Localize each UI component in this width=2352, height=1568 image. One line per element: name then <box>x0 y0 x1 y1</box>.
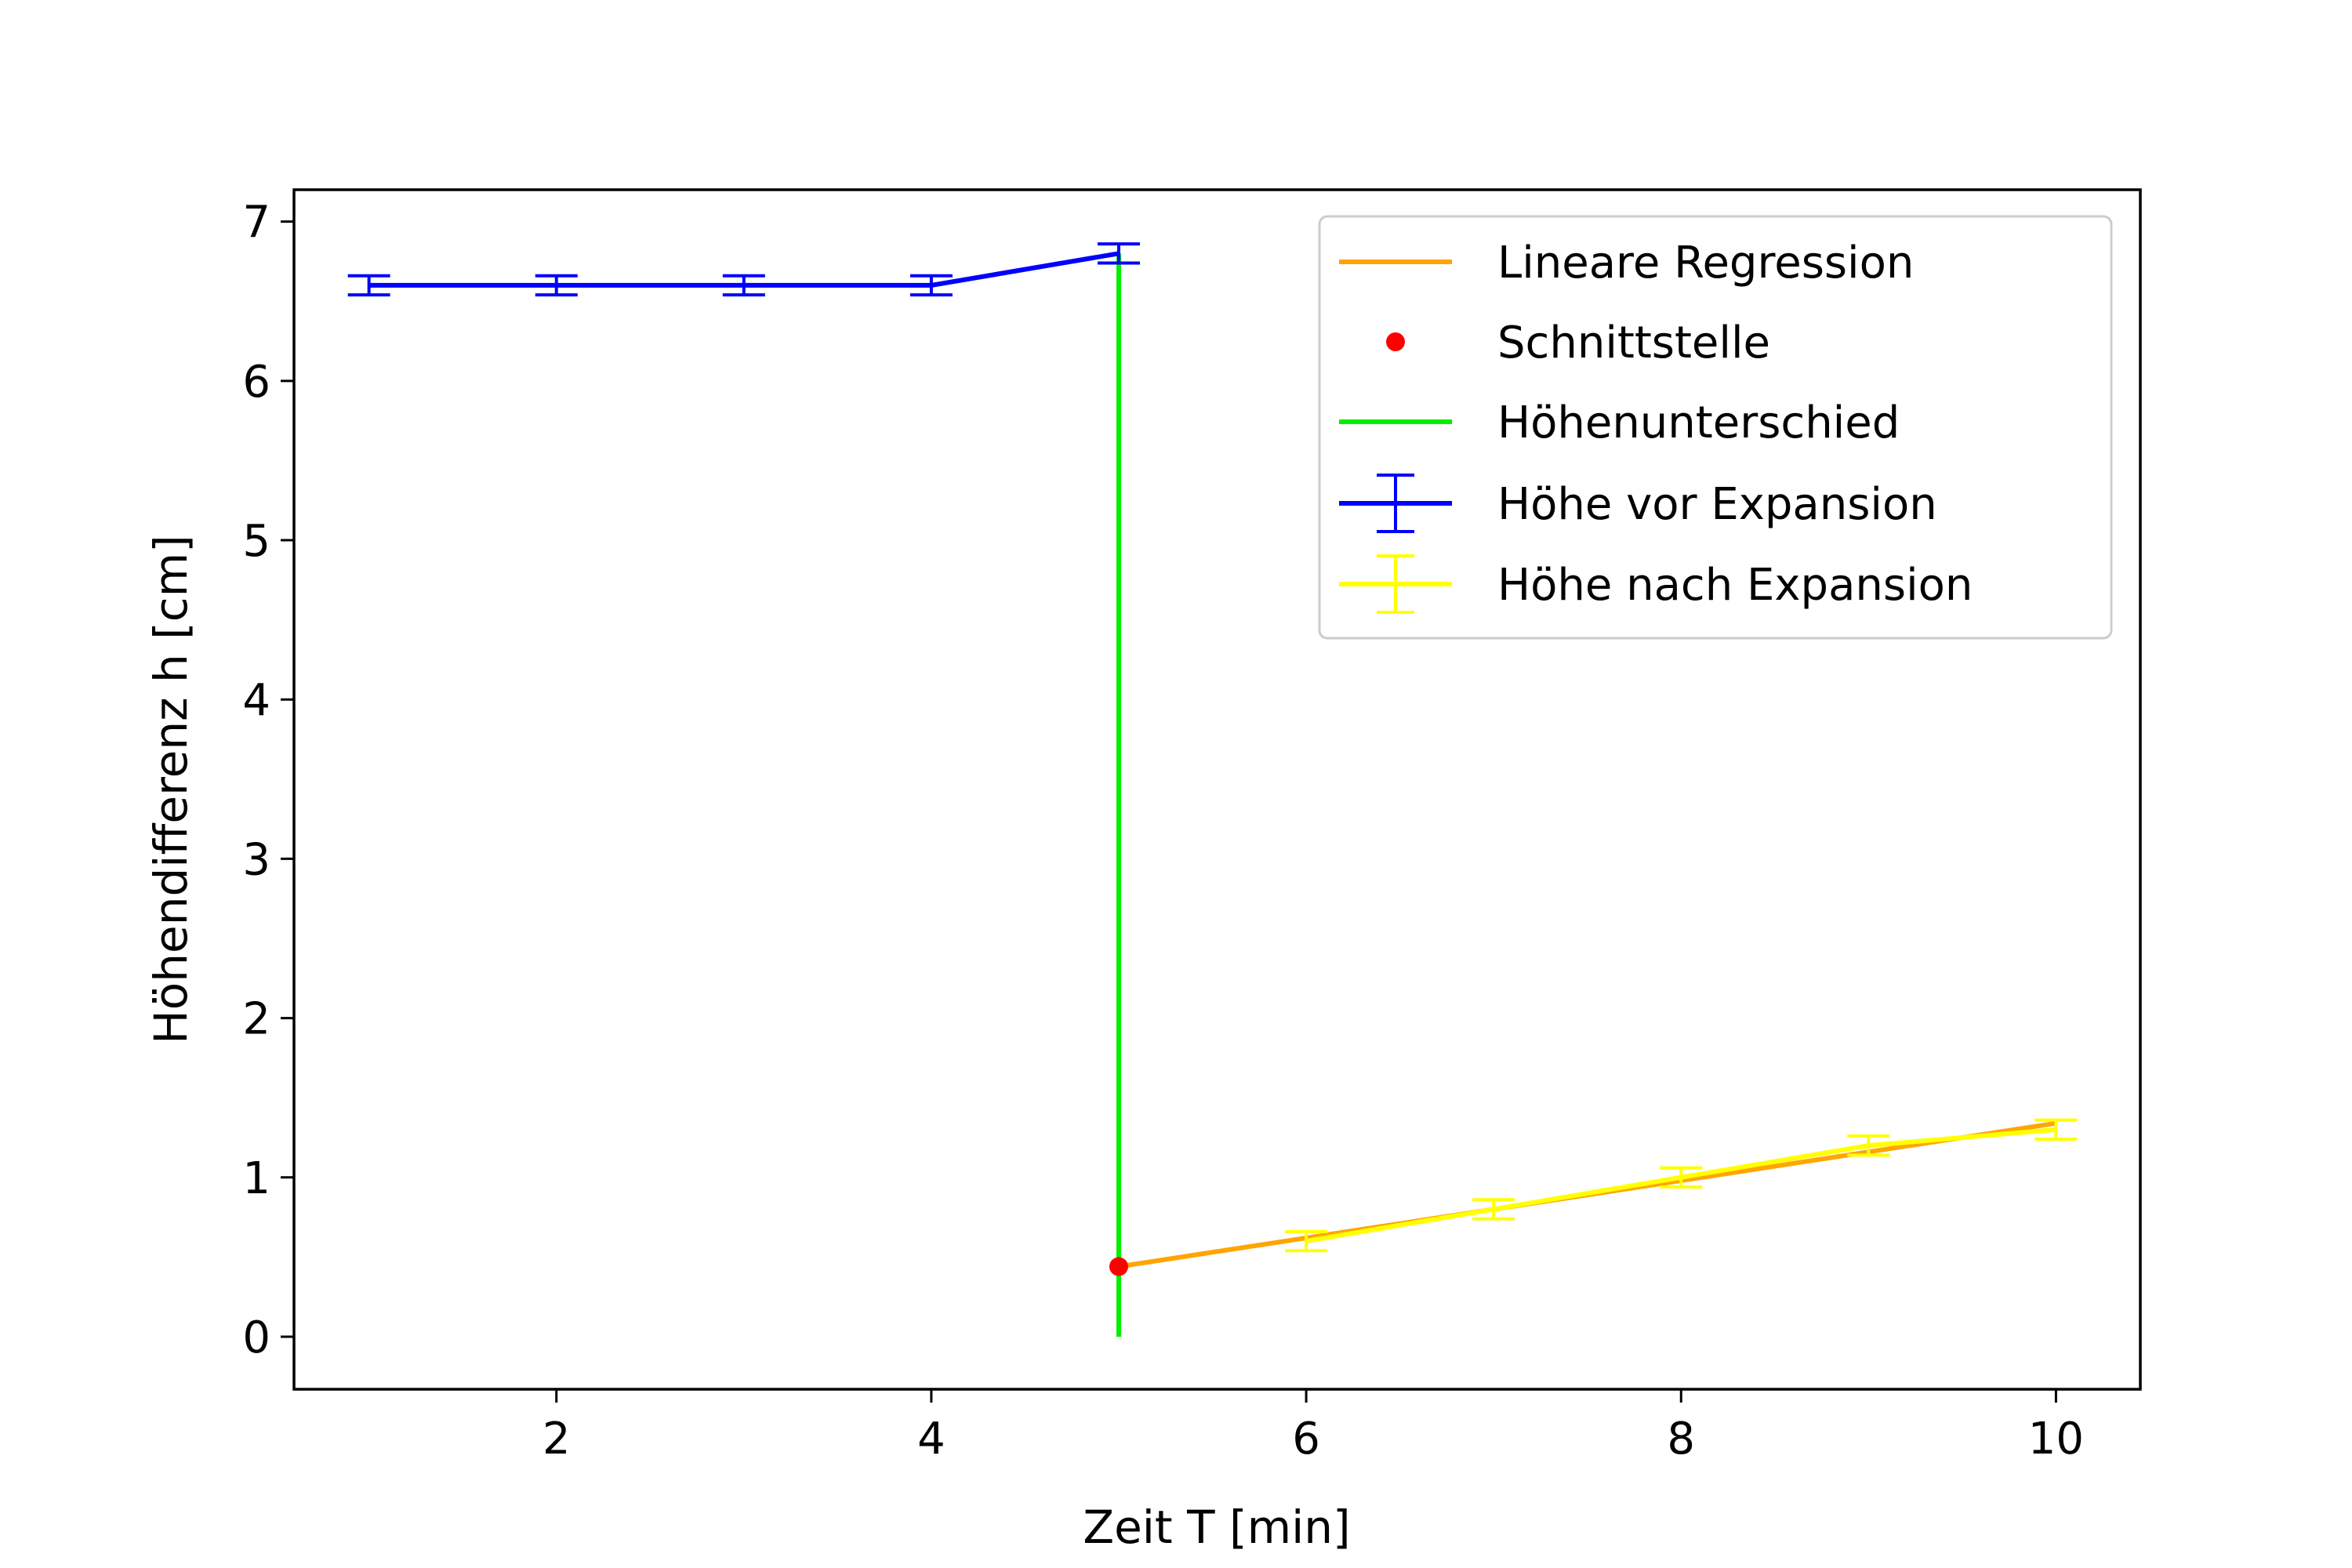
x-axis-label: Zeit T [min] <box>1083 1501 1350 1554</box>
x-tick-label: 6 <box>1292 1414 1320 1465</box>
x-tick-label: 10 <box>2028 1414 2084 1465</box>
y-tick-label: 4 <box>242 675 270 726</box>
legend-label: Lineare Regression <box>1497 238 1914 289</box>
y-tick-label: 6 <box>242 357 270 408</box>
legend-label: Höhe nach Expansion <box>1497 560 1973 611</box>
y-tick-label: 3 <box>242 834 270 885</box>
y-tick-label: 1 <box>242 1153 270 1204</box>
y-tick-label: 2 <box>242 994 270 1045</box>
legend-label: Höhenunterschied <box>1497 397 1900 448</box>
x-tick-label: 2 <box>543 1414 571 1465</box>
plot-frame <box>292 188 2142 1391</box>
y-axis-label: Höhendifferenz h [cm] <box>144 535 198 1044</box>
y-tick-label: 0 <box>242 1312 270 1363</box>
schnittstelle-point <box>1109 1257 1128 1276</box>
x-tick-label: 4 <box>917 1414 946 1465</box>
y-tick-label: 5 <box>242 516 270 567</box>
y-tick-label: 7 <box>242 198 270 249</box>
legend-box <box>1318 215 2113 640</box>
y-axis-ticks: 0 1 2 3 4 5 6 7 <box>242 198 294 1363</box>
x-tick-label: 8 <box>1667 1414 1695 1465</box>
legend-label: Schnittstelle <box>1497 318 1770 368</box>
x-axis-ticks: 2 4 6 8 10 <box>543 1389 2084 1465</box>
series-layer <box>347 242 2078 1337</box>
legend: Lineare Regression Schnittstelle Höhenunte… <box>1318 215 2113 640</box>
legend-swatch <box>1386 332 1405 351</box>
legend-label: Höhe vor Expansion <box>1497 479 1937 530</box>
hoehe-vor-expansion-series <box>347 242 1140 297</box>
hoehe-nach-expansion-series <box>1285 1118 2078 1253</box>
